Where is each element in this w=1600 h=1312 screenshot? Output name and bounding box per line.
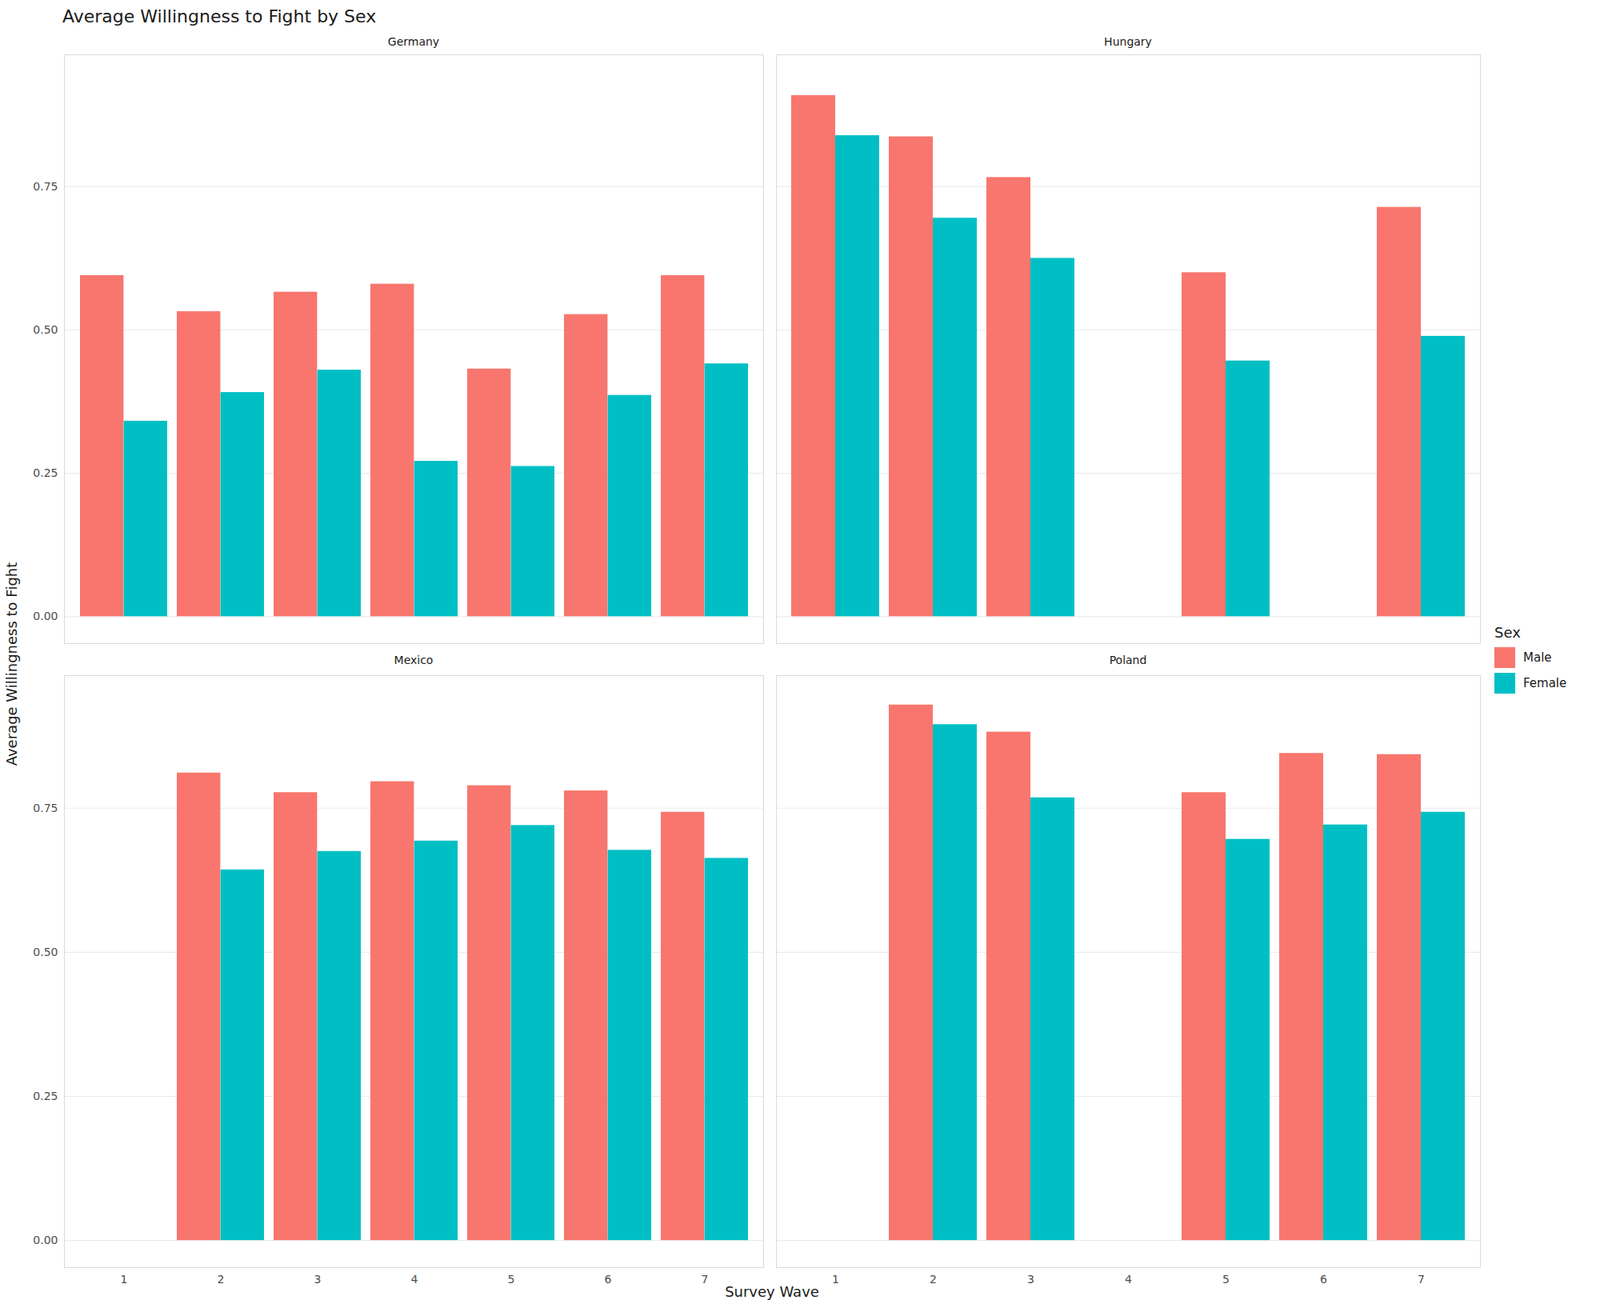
- html-text:Germany: Germany: [387, 35, 440, 48]
- svg-text:0.75: 0.75: [32, 801, 58, 815]
- html-text:Sex: Sex: [1494, 624, 1521, 641]
- svg-text:6: 6: [604, 1272, 612, 1286]
- svg-text:3: 3: [314, 1272, 322, 1286]
- svg-text:5: 5: [1222, 1272, 1230, 1286]
- svg-text:1: 1: [832, 1272, 840, 1286]
- html-text:Average Willingness to Fight: Average Willingness to Fight: [2, 562, 20, 766]
- html-text:Survey Wave: Survey Wave: [724, 1283, 820, 1300]
- html-text:Male: Male: [1523, 650, 1552, 665]
- svg-text:7: 7: [1417, 1272, 1425, 1286]
- html-text:Poland: Poland: [1109, 653, 1147, 667]
- html-text:Mexico: Mexico: [394, 653, 434, 667]
- html-text:Hungary: Hungary: [1104, 35, 1152, 48]
- svg-text:0.50: 0.50: [32, 945, 58, 959]
- svg-text:4: 4: [411, 1272, 419, 1286]
- svg-text:0.00: 0.00: [32, 609, 58, 623]
- svg-text:0.75: 0.75: [32, 180, 58, 193]
- svg-text:0.50: 0.50: [32, 323, 58, 336]
- html-text:Female: Female: [1523, 676, 1567, 691]
- svg-text:2: 2: [217, 1272, 225, 1286]
- html-text:Average Willingness to Fight b: Average Willingness to Fight by Sex: [62, 6, 377, 27]
- svg-text:0.25: 0.25: [32, 466, 58, 480]
- svg-text:0.25: 0.25: [32, 1089, 58, 1103]
- svg-text:1: 1: [120, 1272, 128, 1286]
- svg-text:3: 3: [1027, 1272, 1035, 1286]
- svg-text:7: 7: [701, 1272, 709, 1286]
- svg-text:0.00: 0.00: [32, 1233, 58, 1247]
- svg-text:4: 4: [1124, 1272, 1132, 1286]
- svg-text:6: 6: [1320, 1272, 1328, 1286]
- svg-text:5: 5: [508, 1272, 516, 1286]
- svg-text:2: 2: [929, 1272, 937, 1286]
